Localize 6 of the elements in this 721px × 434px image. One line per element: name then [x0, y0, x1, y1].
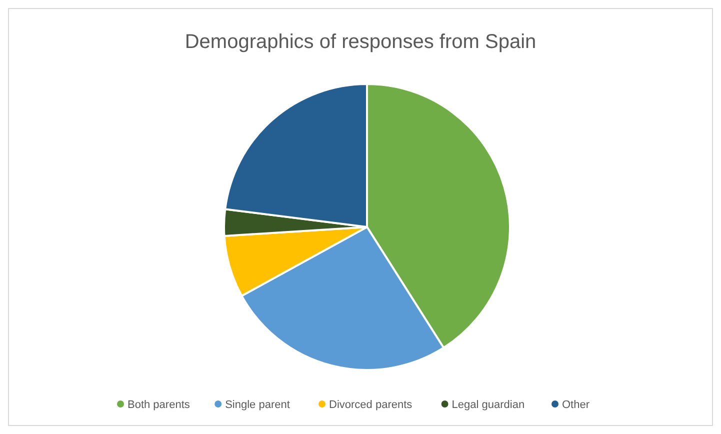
legend-label: Legal guardian	[452, 399, 525, 411]
chart-title: Demographics of responses from Spain	[184, 31, 536, 53]
legend-label: Other	[562, 399, 590, 411]
legend-label: Both parents	[128, 399, 190, 411]
legend-label: Divorced parents	[329, 399, 413, 411]
legend-label: Single parent	[225, 399, 290, 411]
